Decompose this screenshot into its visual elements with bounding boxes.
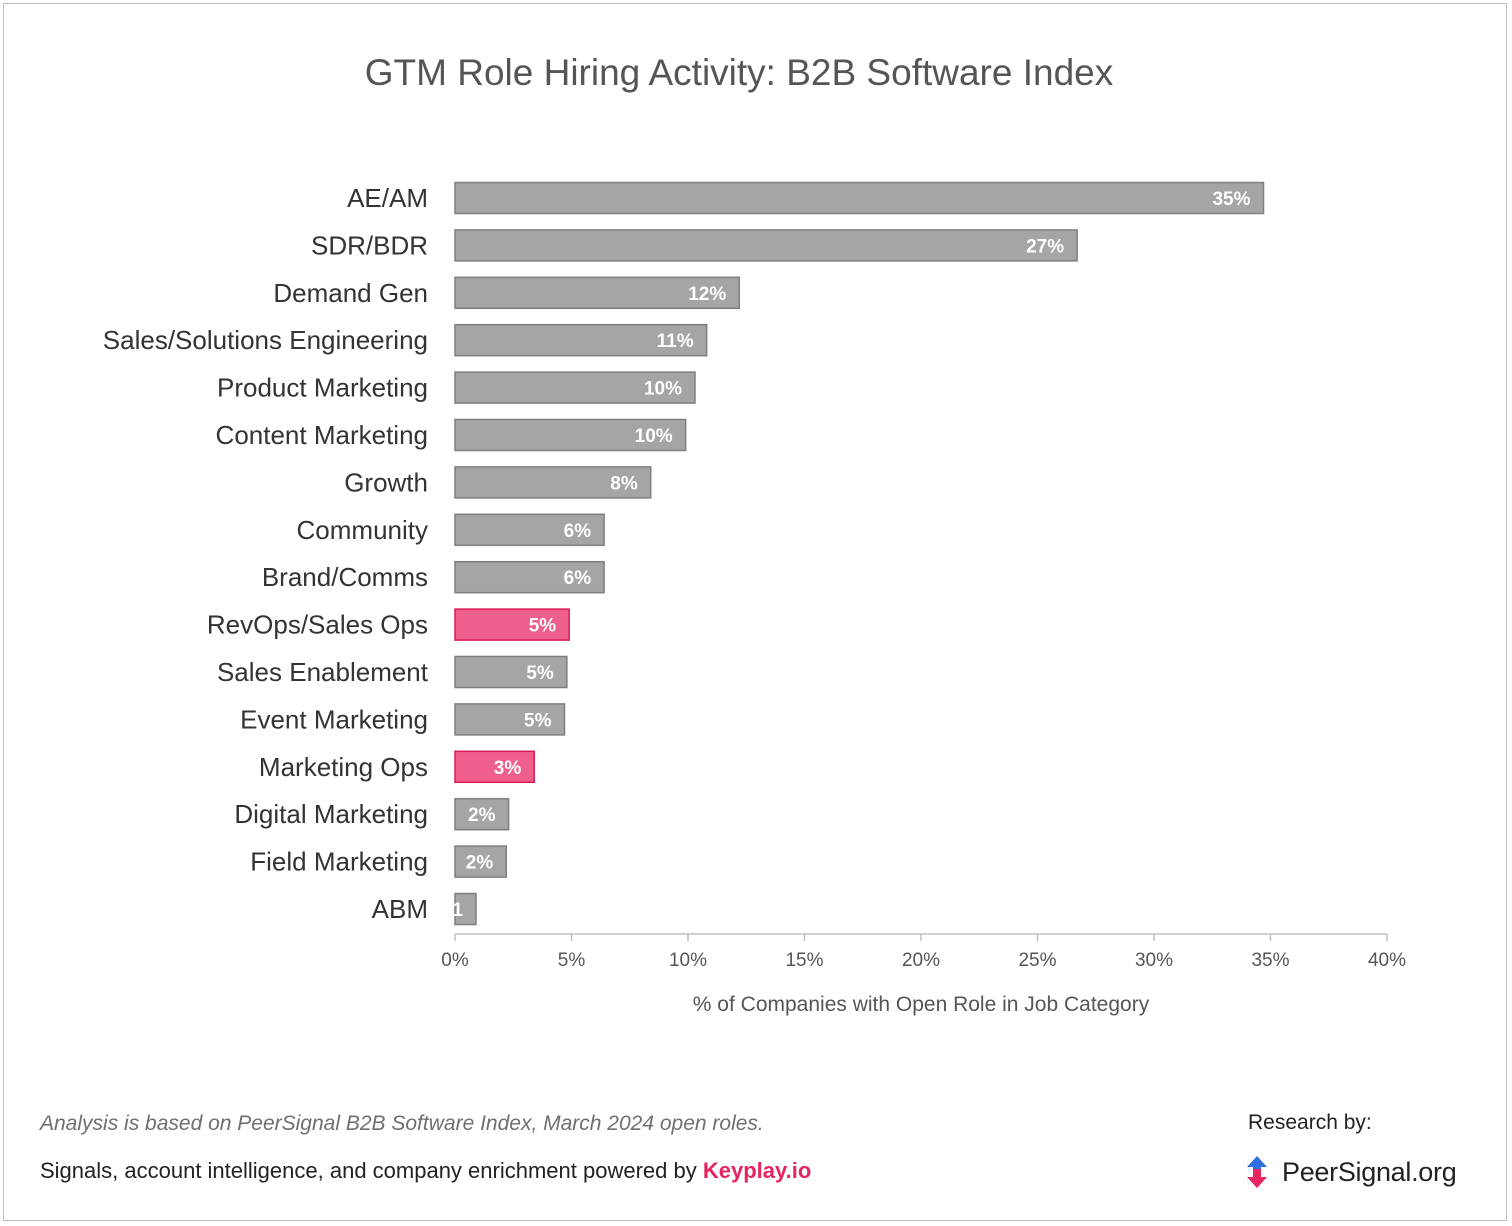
data-label: 10% [644, 379, 682, 400]
category-label: RevOps/Sales Ops [207, 610, 428, 640]
data-label: 3% [494, 758, 522, 779]
bar [454, 513, 605, 547]
powered-by-line: Signals, account intelligence, and compa… [40, 1158, 811, 1184]
x-tick-label: 30% [1135, 950, 1173, 971]
category-label: Demand Gen [273, 278, 428, 308]
chart-title: GTM Role Hiring Activity: B2B Software I… [364, 52, 1114, 93]
x-tick-label: 40% [1368, 950, 1406, 971]
data-label: 8% [610, 473, 638, 494]
powered-by-text: Signals, account intelligence, and compa… [40, 1158, 703, 1183]
bar [454, 276, 741, 310]
x-tick-label: 15% [785, 950, 823, 971]
bar [454, 466, 652, 499]
category-label: Community [297, 515, 428, 545]
x-tick-label: 5% [558, 950, 586, 971]
brand-name: PeerSignal.org [1282, 1156, 1457, 1187]
peersignal-brand[interactable]: PeerSignal.org [1242, 1152, 1457, 1192]
data-label: 35% [1212, 189, 1250, 210]
bar [454, 181, 1265, 215]
data-label: 12% [688, 284, 726, 305]
bar [454, 371, 696, 404]
data-label: 5% [524, 710, 552, 731]
bar-highlighted [454, 750, 535, 784]
data-label: 6% [564, 521, 592, 542]
bar [454, 892, 477, 926]
category-label: SDR/BDR [311, 230, 428, 260]
category-label: ABM [372, 894, 428, 924]
data-label: 1 [452, 900, 463, 921]
bar [454, 323, 708, 357]
bar [454, 560, 605, 594]
bar [454, 845, 508, 878]
bar [454, 418, 687, 452]
category-label: Marketing Ops [259, 752, 428, 782]
category-label: Brand/Comms [262, 562, 428, 592]
data-label: 2% [468, 805, 496, 826]
bar [454, 797, 510, 831]
keyplay-link[interactable]: Keyplay.io [702, 1158, 812, 1183]
data-label: 6% [564, 568, 592, 589]
research-by-label: Research by: [1248, 1111, 1372, 1134]
peersignal-logo-icon [1247, 1156, 1267, 1188]
x-axis-title: % of Companies with Open Role in Job Cat… [693, 993, 1150, 1016]
data-label: 2% [466, 853, 494, 874]
category-label: Digital Marketing [234, 799, 428, 829]
category-label: Event Marketing [240, 704, 428, 734]
category-label: Product Marketing [217, 373, 428, 403]
bar [454, 655, 568, 689]
bar [454, 229, 1078, 262]
category-label: Content Marketing [216, 420, 428, 450]
data-label: 10% [635, 426, 673, 447]
data-label: 11% [657, 331, 694, 352]
data-label: 5% [526, 663, 554, 684]
x-tick-label: 0% [441, 950, 469, 971]
bar [454, 703, 566, 736]
category-label: AE/AM [347, 183, 428, 213]
bar-chart: AE/AM 35%SDR/BDR 27%Demand Gen 12%Sales/Sol… [103, 181, 1406, 1016]
x-tick-label: 25% [1018, 950, 1056, 971]
data-label: 27% [1026, 236, 1064, 257]
category-label: Field Marketing [250, 847, 428, 877]
x-tick-label: 10% [669, 950, 707, 971]
category-label: Growth [344, 467, 428, 497]
analysis-footnote: Analysis is based on PeerSignal B2B Soft… [40, 1112, 764, 1135]
bar-highlighted [454, 608, 570, 641]
x-tick-label: 20% [902, 950, 940, 971]
x-tick-label: 35% [1251, 950, 1289, 971]
data-label: 5% [529, 616, 557, 637]
category-label: Sales/Solutions Engineering [103, 325, 428, 355]
category-label: Sales Enablement [217, 657, 429, 687]
